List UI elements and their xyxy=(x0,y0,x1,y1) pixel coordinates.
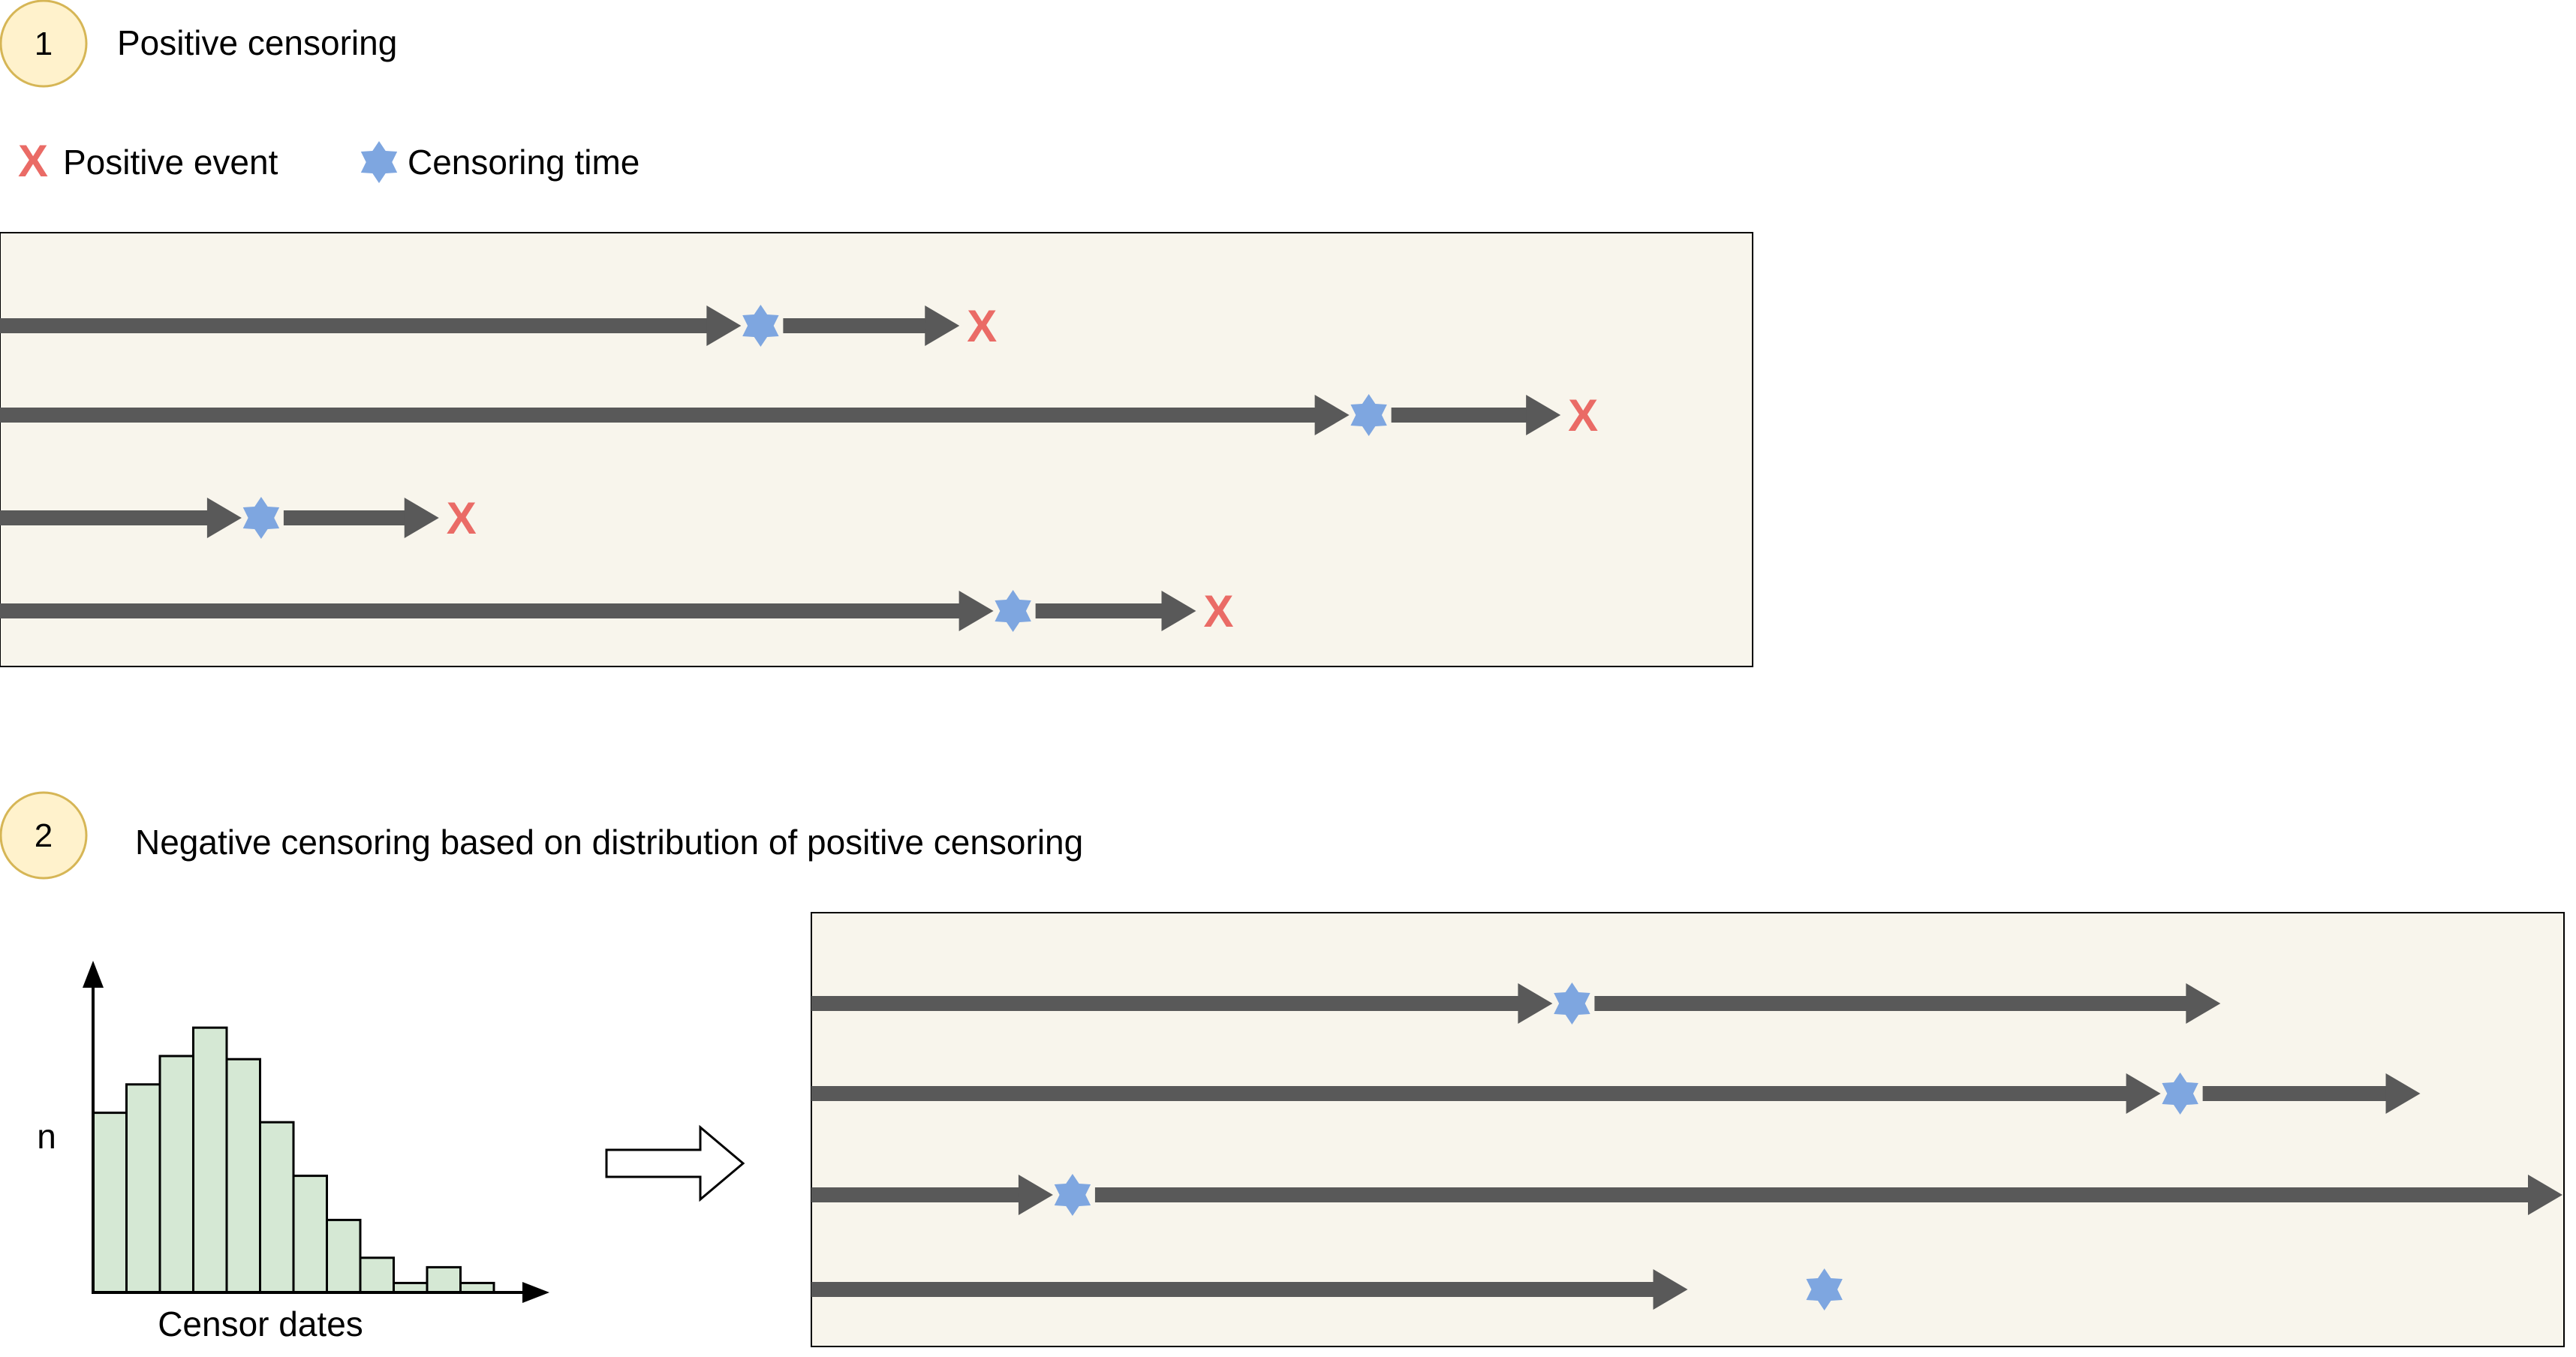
histogram-x-label: Censor dates xyxy=(158,1304,363,1343)
s1-row1-arrow-after-head xyxy=(925,305,960,346)
section2-title: Negative censoring based on distribution… xyxy=(135,823,1083,862)
s1-row4-arrow-after xyxy=(1035,591,1196,631)
s2-row2-arrow-after-head xyxy=(2385,1073,2421,1114)
section1-header: 1 Positive censoring xyxy=(0,0,397,88)
s2-row1-arrow-after-head xyxy=(2186,983,2221,1024)
histogram-bar-1 xyxy=(92,1112,128,1294)
s2-row1-arrow-before xyxy=(811,983,1553,1024)
section1-timelines: X X X X xyxy=(0,301,1598,636)
histogram-y-label: n xyxy=(37,1117,56,1156)
section2-panel xyxy=(811,912,2565,1347)
s2-row1-arrow-before-shaft xyxy=(811,996,1520,1011)
legend-x-glyph: X xyxy=(18,136,48,186)
s1-row3-arrow-before-shaft xyxy=(0,510,209,525)
s2-row2-arrow-before xyxy=(811,1073,2161,1114)
s1-row1-arrow-before xyxy=(0,305,742,346)
s2-row4-arrow xyxy=(811,1269,1688,1310)
s1-row1-arrow-after xyxy=(783,305,960,346)
s1-row4-event-x: X xyxy=(1203,586,1233,636)
section1-badge xyxy=(0,0,88,88)
s2-row3-arrow-before xyxy=(811,1175,1053,1215)
s2-row1-arrow-after-shaft xyxy=(1594,996,2188,1011)
transition-arrow xyxy=(605,1124,745,1202)
histogram-bars xyxy=(92,1026,495,1294)
section2-badge xyxy=(0,791,88,880)
s2-row1-arrow-before-head xyxy=(1518,983,1553,1024)
section1-title: Positive censoring xyxy=(117,23,397,62)
s2-row4-arrow-head xyxy=(1653,1269,1688,1310)
s1-timeline-row-4: X xyxy=(0,586,1234,636)
s1-row2-arrow-before xyxy=(0,395,1350,435)
s1-timeline-row-2: X xyxy=(0,390,1598,441)
s1-row4-arrow-before-head xyxy=(958,591,994,631)
s1-row4-arrow-before xyxy=(0,591,994,631)
s1-row2-arrow-after-shaft xyxy=(1391,408,1528,423)
s1-row1-event-x: X xyxy=(967,301,997,351)
s1-timeline-row-1: X xyxy=(0,301,997,351)
s1-row2-arrow-before-shaft xyxy=(0,408,1317,423)
s2-row3-arrow-after-head xyxy=(2528,1175,2562,1215)
s1-row3-arrow-after-shaft xyxy=(283,510,406,525)
legend: X Positive event Censoring time xyxy=(18,136,639,186)
s1-row2-arrow-after-head xyxy=(1526,395,1561,435)
s2-row1-arrow-after xyxy=(1594,983,2221,1024)
histogram-bar-6 xyxy=(259,1121,295,1294)
s1-row2-arrow-before-head xyxy=(1314,395,1350,435)
s2-timeline-row-1 xyxy=(811,982,2221,1025)
histogram-bar-4 xyxy=(192,1026,228,1294)
histogram-bar-8 xyxy=(326,1218,362,1294)
section2-timelines xyxy=(811,982,2562,1310)
s1-row1-arrow-after-shaft xyxy=(783,318,927,333)
s2-row2-arrow-before-shaft xyxy=(811,1086,2128,1101)
s1-row3-arrow-before xyxy=(0,498,242,538)
s2-row3-arrow-after-shaft xyxy=(1094,1187,2529,1202)
s1-row4-arrow-before-shaft xyxy=(0,603,961,618)
legend-positive-event-label: Positive event xyxy=(63,143,278,182)
section2-badge-number: 2 xyxy=(35,817,53,854)
histogram-bar-2 xyxy=(125,1083,161,1294)
s1-row4-arrow-after-head xyxy=(1161,591,1196,631)
s2-row2-arrow-before-head xyxy=(2126,1073,2161,1114)
histogram-bar-11 xyxy=(426,1265,462,1294)
s2-row3-arrow-before-shaft xyxy=(811,1187,1020,1202)
section2-header: 2 Negative censoring based on distributi… xyxy=(0,791,1083,880)
s1-row3-arrow-after xyxy=(283,498,439,538)
s1-row1-arrow-before-head xyxy=(706,305,742,346)
histogram-bar-5 xyxy=(225,1058,261,1294)
histogram-x-arrowhead xyxy=(522,1282,549,1303)
s2-row3-arrow-before-head xyxy=(1018,1175,1053,1215)
s1-timeline-row-3: X xyxy=(0,493,477,543)
s1-row1-arrow-before-shaft xyxy=(0,318,709,333)
s1-row3-arrow-after-head xyxy=(404,498,439,538)
section1-panel xyxy=(0,232,1753,667)
histogram-bar-3 xyxy=(158,1055,194,1294)
s2-timeline-row-2 xyxy=(811,1073,2421,1115)
legend-star-glyph xyxy=(360,141,398,183)
s2-row2-arrow-after-shaft xyxy=(2202,1086,2388,1101)
s1-row2-event-x: X xyxy=(1568,390,1598,441)
s2-row2-arrow-after xyxy=(2202,1073,2421,1114)
histogram: n Censor dates xyxy=(37,961,549,1343)
s1-row2-arrow-after xyxy=(1391,395,1561,435)
s2-row3-arrow-after xyxy=(1094,1175,2562,1215)
s2-row4-arrow-shaft xyxy=(811,1282,1655,1297)
x-mark-icon: X xyxy=(18,136,48,186)
s1-row3-arrow-before-head xyxy=(206,498,242,538)
histogram-y-arrowhead xyxy=(83,961,104,988)
s2-timeline-row-3 xyxy=(811,1174,2562,1216)
s1-row4-arrow-after-shaft xyxy=(1035,603,1163,618)
section1-badge-number: 1 xyxy=(35,26,53,62)
histogram-bar-7 xyxy=(292,1175,328,1294)
star-icon xyxy=(360,141,398,183)
legend-censoring-time-label: Censoring time xyxy=(408,143,639,182)
histogram-bar-9 xyxy=(359,1256,395,1294)
s2-timeline-row-4 xyxy=(811,1268,1843,1310)
s1-row3-event-x: X xyxy=(447,493,477,543)
